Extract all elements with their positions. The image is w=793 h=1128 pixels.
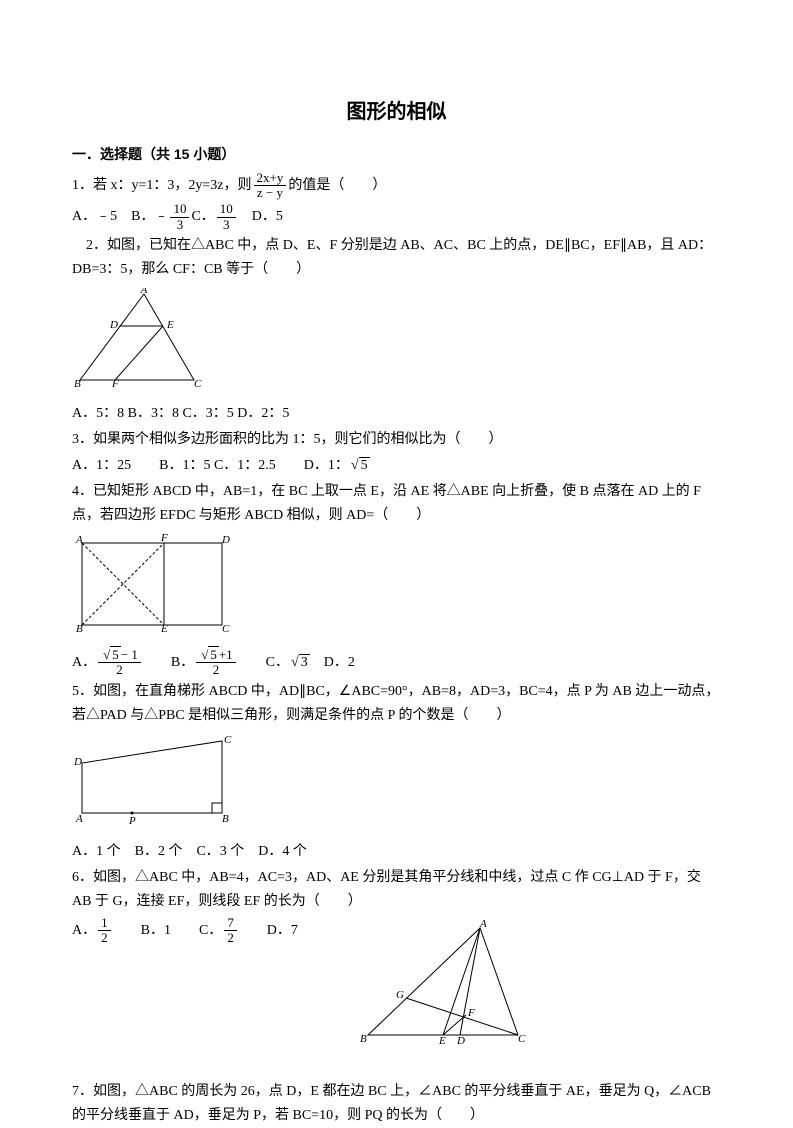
svg-text:E: E: [438, 1035, 446, 1047]
q1-options: A．﹣5 B．﹣103C．103 D．5: [72, 202, 721, 232]
svg-text:D: D: [456, 1035, 465, 1047]
q3-options: A．1：25 B．1：5 C．1：2.5 D．1：5: [72, 454, 721, 478]
q1-text-a: 1．若 x：y=1：3，2y=3z，则: [72, 178, 252, 193]
question-7: 7．如图，△ABC 的周长为 26，点 D，E 都在边 BC 上，∠ABC 的平…: [72, 1080, 721, 1128]
svg-text:F: F: [467, 1007, 475, 1019]
question-4: 4．已知矩形 ABCD 中，AB=1，在 BC 上取一点 E，沿 AE 将△AB…: [72, 480, 721, 678]
q7-text: 7．如图，△ABC 的周长为 26，点 D，E 都在边 BC 上，∠ABC 的平…: [72, 1080, 721, 1128]
svg-text:F: F: [160, 533, 168, 544]
svg-text:A: A: [479, 920, 487, 930]
svg-text:A: A: [75, 813, 83, 825]
svg-text:E: E: [166, 319, 174, 331]
svg-text:B: B: [74, 378, 81, 388]
svg-text:C: C: [518, 1033, 526, 1045]
q4-text: 4．已知矩形 ABCD 中，AB=1，在 BC 上取一点 E，沿 AE 将△AB…: [72, 480, 721, 528]
q4-options: A．5− 12 B．5+12 C．3 D．2: [72, 648, 721, 678]
q6-options: A．12 B．1 C．72 D．7: [72, 916, 298, 946]
question-6: 6．如图，△ABC 中，AB=4，AC=3，AD、AE 分别是其角平分线和中线，…: [72, 866, 721, 1062]
svg-text:B: B: [360, 1033, 367, 1045]
svg-text:F: F: [111, 378, 119, 388]
svg-text:B: B: [222, 813, 229, 825]
question-1: 1．若 x：y=1：3，2y=3z，则2x+yz − y的值是（ ） A．﹣5 …: [72, 171, 721, 232]
svg-text:C: C: [222, 623, 230, 633]
svg-text:C: C: [224, 734, 232, 746]
section-header: 一．选择题（共 15 小题）: [72, 143, 721, 167]
svg-text:P: P: [128, 815, 136, 825]
svg-text:E: E: [160, 623, 168, 633]
svg-text:D: D: [109, 319, 118, 331]
q4-figure: A D B C F E: [72, 533, 721, 642]
page-title: 图形的相似: [72, 95, 721, 129]
q3-text: 3．如果两个相似多边形面积的比为 1：5，则它们的相似比为（ ）: [72, 428, 721, 452]
svg-text:A: A: [140, 288, 148, 296]
svg-text:D: D: [73, 756, 82, 768]
q6-figure: A B C E D G F: [358, 920, 528, 1057]
q2-figure: A B C D E F: [72, 288, 721, 397]
svg-text:G: G: [396, 989, 404, 1001]
q2-text: 2．如图，已知在△ABC 中，点 D、E、F 分别是边 AB、AC、BC 上的点…: [72, 234, 721, 282]
q1-text-b: 的值是（ ）: [288, 178, 386, 193]
question-5: 5．如图，在直角梯形 ABCD 中，AD∥BC，∠ABC=90°，AB=8，AD…: [72, 680, 721, 864]
question-3: 3．如果两个相似多边形面积的比为 1：5，则它们的相似比为（ ） A．1：25 …: [72, 428, 721, 478]
q5-figure: A B C D P: [72, 733, 721, 834]
q5-options: A．1 个 B．2 个 C．3 个 D．4 个: [72, 840, 721, 864]
q5-text: 5．如图，在直角梯形 ABCD 中，AD∥BC，∠ABC=90°，AB=8，AD…: [72, 680, 721, 728]
q1-fraction: 2x+yz − y: [254, 171, 287, 201]
svg-text:C: C: [194, 378, 202, 388]
question-2: 2．如图，已知在△ABC 中，点 D、E、F 分别是边 AB、AC、BC 上的点…: [72, 234, 721, 426]
svg-text:B: B: [76, 623, 83, 633]
svg-text:A: A: [75, 534, 83, 546]
q6-text: 6．如图，△ABC 中，AB=4，AC=3，AD、AE 分别是其角平分线和中线，…: [72, 866, 721, 914]
svg-text:D: D: [221, 534, 230, 546]
q2-options: A．5：8 B．3：8 C．3：5 D．2：5: [72, 402, 721, 426]
